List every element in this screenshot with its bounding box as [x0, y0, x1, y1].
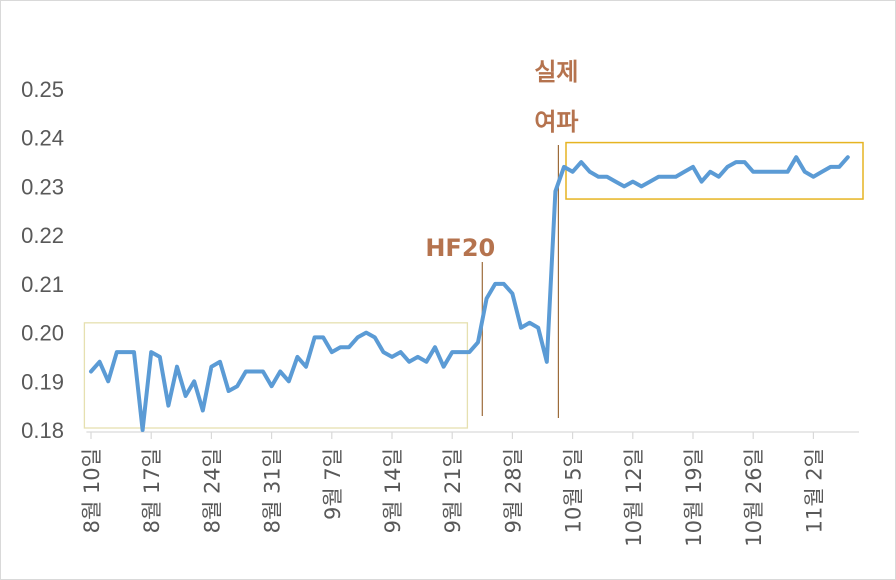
- x-tick-label: 11월 2일: [802, 448, 826, 533]
- x-tick-label: 8월 31일: [261, 448, 285, 533]
- x-tick-label: 10월 26일: [742, 448, 766, 547]
- y-tick-label: 0.19: [21, 369, 64, 394]
- x-axis-tick-labels: 8월 10일 8월 17일 8월 24일 8월 31일 9월 7일 9월 14일 9월 21…: [80, 448, 826, 547]
- x-tick-label: 10월 5일: [562, 448, 586, 533]
- y-tick-label: 0.25: [21, 77, 64, 102]
- x-tick-label: 8월 10일: [80, 448, 104, 533]
- x-tick-label: 10월 12일: [622, 448, 646, 547]
- highlight-box-before: [83, 322, 469, 429]
- x-tick-label: 9월 7일: [321, 448, 345, 520]
- annotation-lines: [481, 145, 560, 418]
- y-tick-label: 0.24: [21, 126, 64, 151]
- x-tick-label: 9월 14일: [381, 448, 405, 533]
- highlight-boxes: [83, 141, 864, 429]
- x-tick-label: 8월 17일: [140, 448, 164, 533]
- y-axis-ticks: 0.18 0.19 0.20 0.21 0.22 0.23 0.24 0.25: [21, 77, 64, 443]
- x-tick-label: 8월 24일: [200, 448, 224, 533]
- y-tick-label: 0.18: [21, 418, 64, 443]
- annotation-effect-line1: 실제: [534, 58, 578, 86]
- x-tick-label: 9월 28일: [501, 448, 525, 533]
- annotation-effect-line2: 여파: [534, 108, 578, 136]
- x-axis-tickmarks: [90, 432, 815, 439]
- x-tick-label: 10월 19일: [682, 448, 706, 547]
- annotation-hf20: HF20: [425, 234, 495, 262]
- y-tick-label: 0.23: [21, 174, 64, 199]
- highlight-box-after: [565, 141, 864, 200]
- y-tick-label: 0.21: [21, 272, 64, 297]
- y-tick-label: 0.22: [21, 223, 64, 248]
- x-tick-label: 9월 21일: [441, 448, 465, 533]
- y-tick-label: 0.20: [21, 321, 64, 346]
- series-line: [89, 155, 850, 432]
